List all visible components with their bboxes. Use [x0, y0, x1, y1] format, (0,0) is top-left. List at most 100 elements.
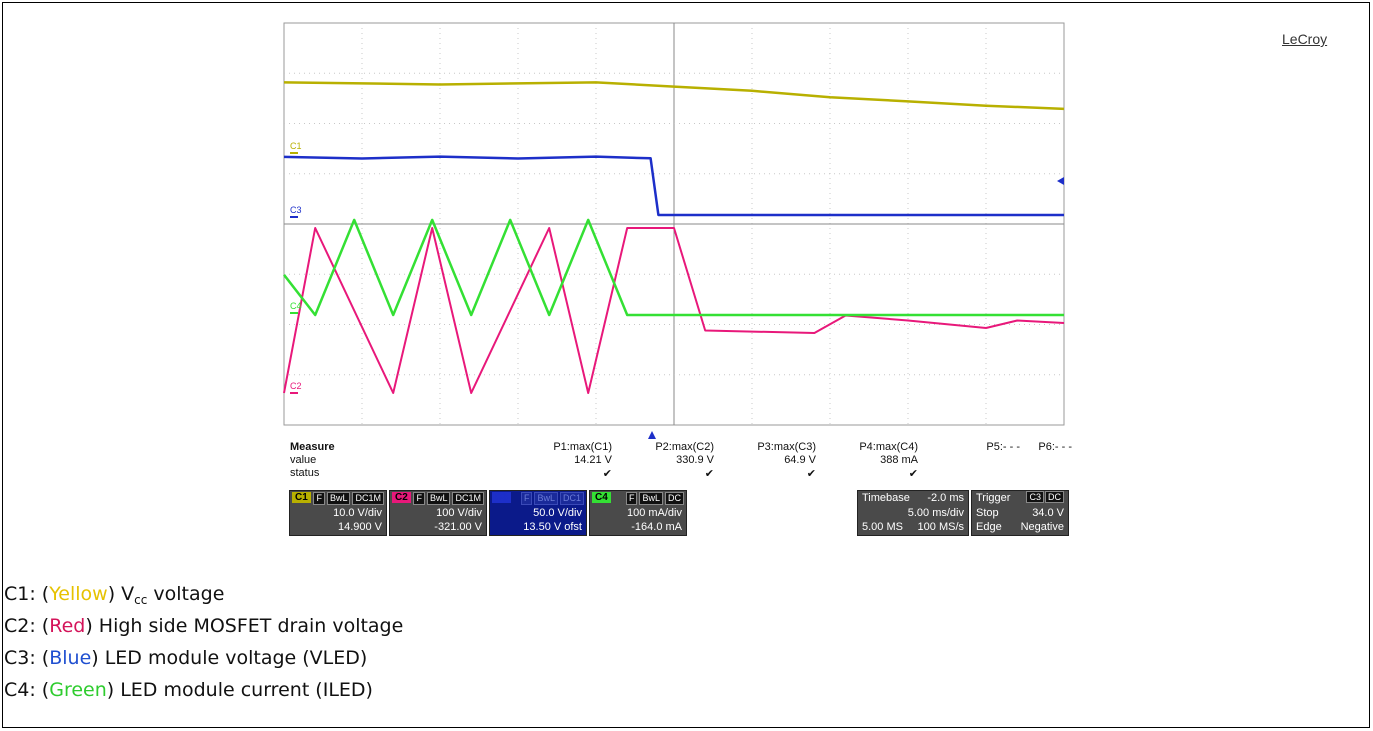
trigger-header-row: Trigger C3 DC [976, 491, 1064, 504]
channel-box-c1[interactable]: C1 F BwL DC1M 10.0 V/div 14.900 V [289, 490, 387, 536]
trigger-type-row: Edge Negative [976, 521, 1064, 533]
channel-box-c2[interactable]: C2 F BwL DC1M 100 V/div -321.00 V [389, 490, 487, 536]
channel-markers: C1 C3 C4 C2 [290, 141, 1064, 439]
trigger-mode: Stop [976, 507, 999, 519]
channel-offset: 13.50 V ofst [523, 521, 582, 533]
channel-scale: 100 V/div [436, 507, 482, 519]
trace-c1 [283, 81, 1065, 111]
legend-text: ) High side MOSFET drain voltage [85, 615, 404, 637]
channel-scale: 10.0 V/div [333, 507, 382, 519]
legend-prefix: C1: ( [4, 583, 50, 605]
channel-flags: F BwL DC1 [519, 492, 584, 505]
timebase-header-row: Timebase -2.0 ms [862, 492, 964, 504]
flag: BwL [426, 492, 451, 505]
trigger-level: 34.0 V [1032, 507, 1064, 519]
legend-prefix: C2: ( [4, 615, 50, 637]
channel-flags: F BwL DC1M [411, 492, 484, 505]
brand-logo: LeCroy [1282, 31, 1328, 47]
trace-c4 [283, 218, 1064, 317]
timebase-samples: 5.00 MS [862, 521, 903, 533]
legend-color-word: Red [49, 615, 86, 637]
legend-prefix: C4: ( [4, 679, 50, 701]
flag: F [313, 492, 325, 505]
trigger-slope: Negative [1020, 521, 1064, 533]
legend-item-c3: C3: (Blue) LED module voltage (VLED) [4, 642, 403, 674]
param-name-p1[interactable]: P1:max(C1) [553, 441, 612, 453]
channel-box-header: C3 F BwL DC1 [490, 491, 586, 505]
channel-status-bar: C1 F BwL DC1M 10.0 V/div 14.900 V C2 F BwL D… [289, 490, 1069, 536]
param-name-p4[interactable]: P4:max(C4) [859, 441, 918, 453]
flag: DC [665, 492, 684, 505]
flag: BwL [639, 492, 663, 505]
channel-flags: F BwL DC1M [311, 492, 384, 505]
channel-legend: C1: (Yellow) Vcc voltage C2: (Red) High … [4, 578, 403, 706]
flag: F [413, 492, 425, 505]
flag: BwL [326, 492, 351, 505]
legend-suffix: voltage [147, 583, 225, 605]
trigger-time-marker [648, 431, 656, 439]
channel-flags: F BwL DC [624, 492, 684, 505]
flag: F [520, 492, 533, 505]
scope-plot: C1 C3 C4 C2 [283, 22, 1065, 439]
trigger-tags: C3 DC [1026, 491, 1064, 503]
channel-offset: -321.00 V [434, 521, 482, 533]
measure-status-row: status ✔ ✔ ✔ ✔ [278, 467, 1070, 480]
channel-marker-c3: C3 [290, 205, 302, 215]
channel-tag: C1 [292, 492, 311, 503]
param-value-p3: 64.9 V [784, 454, 816, 466]
flag: DC1M [452, 492, 484, 505]
trigger-source-tag: C3 [1026, 491, 1044, 503]
param-status-p3: ✔ [806, 468, 816, 480]
trigger-type: Edge [976, 521, 1002, 533]
legend-subscript: cc [134, 593, 148, 607]
channel-marker-c2: C2 [290, 381, 302, 391]
channel-box-header: C2 F BwL DC1M [390, 491, 486, 505]
legend-text: ) LED module voltage (VLED) [91, 647, 368, 669]
legend-color-word: Yellow [49, 583, 108, 605]
legend-item-c2: C2: (Red) High side MOSFET drain voltage [4, 610, 403, 642]
param-value-p2: 330.9 V [676, 454, 714, 466]
measure-header-row: Measure P1:max(C1) P2:max(C2) P3:max(C3)… [278, 441, 1072, 453]
param-status-p4: ✔ [908, 468, 918, 480]
status-label: status [290, 467, 320, 479]
timebase-sample-row: 5.00 MS 100 MS/s [862, 521, 964, 533]
timebase-delay: -2.0 ms [927, 492, 964, 504]
param-name-p2[interactable]: P2:max(C2) [655, 441, 714, 453]
channel-box-header: C4 F BwL DC [590, 491, 686, 505]
scope-traces [283, 81, 1065, 394]
channel-box-header: C1 F BwL DC1M [290, 491, 386, 505]
legend-item-c4: C4: (Green) LED module current (ILED) [4, 674, 403, 706]
param-name-p5[interactable]: P5:- - - [986, 441, 1020, 453]
legend-text: ) LED module current (ILED) [106, 679, 373, 701]
channel-box-c4[interactable]: C4 F BwL DC 100 mA/div -164.0 mA [589, 490, 687, 536]
channel-scale: 50.0 V/div [533, 507, 582, 519]
flag: DC1M [352, 492, 384, 505]
flag: DC1 [559, 492, 584, 505]
channel-marker-c1: C1 [290, 141, 302, 151]
timebase-rate: 100 MS/s [917, 521, 964, 533]
trace-c2 [283, 227, 1065, 394]
trigger-mode-row: Stop 34.0 V [976, 507, 1064, 519]
legend-item-c1: C1: (Yellow) Vcc voltage [4, 578, 403, 610]
param-name-p6[interactable]: P6:- - - [1038, 441, 1072, 453]
channel-offset: -164.0 mA [631, 521, 682, 533]
scope-grid [283, 22, 1065, 426]
param-name-p3[interactable]: P3:max(C3) [757, 441, 816, 453]
value-label: value [290, 454, 317, 466]
flag: BwL [534, 492, 558, 505]
legend-color-word: Green [49, 679, 107, 701]
timebase-box[interactable]: Timebase -2.0 ms 5.00 ms/div 5.00 MS 100… [857, 490, 969, 536]
trigger-box[interactable]: Trigger C3 DC Stop 34.0 V Edge Negative [971, 490, 1069, 536]
measure-value-row: value 14.21 V 330.9 V 64.9 V 388 mA [278, 454, 1070, 466]
channel-offset: 14.900 V [337, 521, 382, 533]
trigger-label: Trigger [976, 492, 1011, 504]
param-status-p2: ✔ [704, 468, 714, 480]
oscilloscope-display: C1 C3 C4 C2 LeCroy [278, 5, 1327, 440]
channel-tag: C4 [592, 492, 611, 503]
param-status-p1: ✔ [602, 468, 612, 480]
channel-tag: C3 [492, 492, 511, 503]
channel-box-c3[interactable]: C3 F BwL DC1 50.0 V/div 13.50 V ofst [489, 490, 587, 536]
timebase-label: Timebase [862, 492, 910, 504]
trace-c3 [283, 155, 1064, 217]
